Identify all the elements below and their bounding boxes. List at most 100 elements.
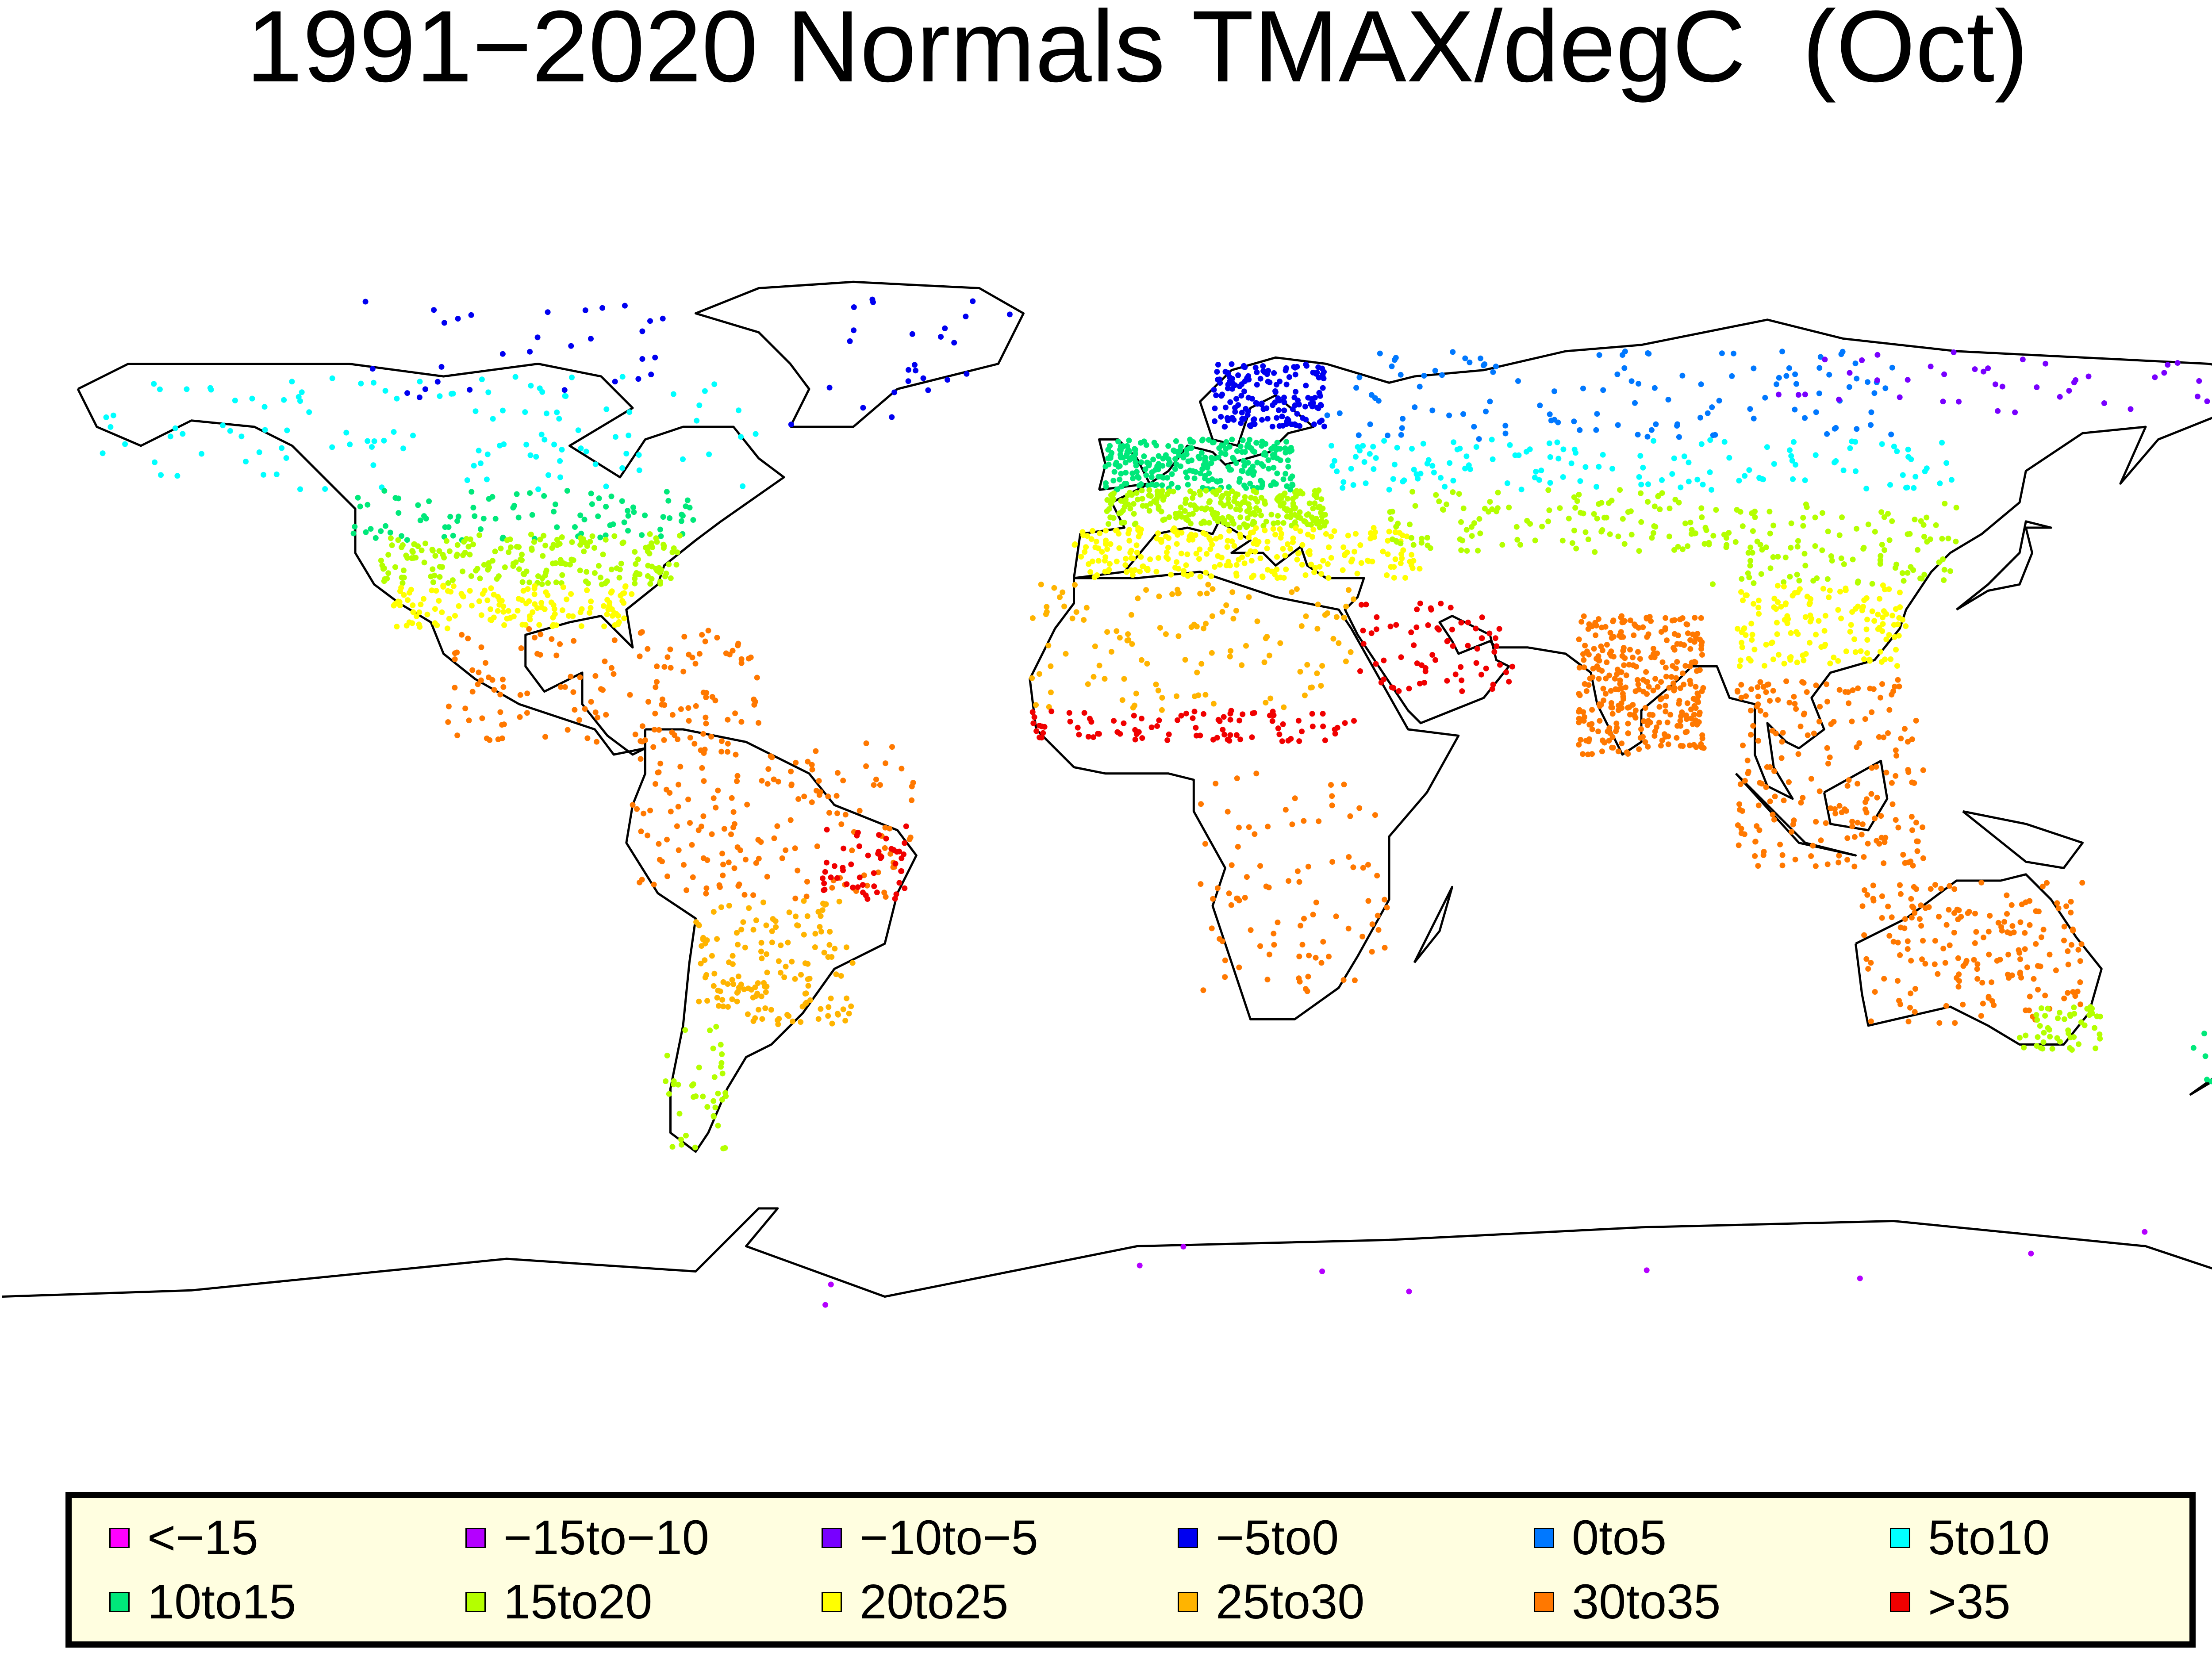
station-point [1933,522,1939,528]
station-point [1691,703,1697,709]
station-point [1763,689,1769,695]
station-point [261,404,268,410]
station-point [594,739,600,745]
station-point [532,634,538,640]
station-point [1315,405,1321,411]
station-point [720,862,726,867]
station-point [1450,489,1456,495]
station-point [738,660,745,666]
station-point [1178,463,1183,469]
station-point [753,431,759,437]
station-point [1734,507,1740,513]
station-point [798,972,804,978]
station-point [664,873,670,879]
station-point [1197,546,1203,552]
station-point [365,438,371,444]
station-point [1826,372,1832,378]
station-point [1782,554,1789,560]
station-point [559,572,565,578]
station-point [1226,484,1232,490]
station-point [1123,569,1129,575]
station-point [2071,1004,2077,1010]
station-point [1595,728,1601,735]
station-point [1885,730,1891,736]
station-point [710,909,717,915]
station-point [1721,439,1728,445]
station-point [1305,395,1311,401]
station-point [497,709,503,715]
station-point [1821,628,1828,634]
station-point [680,668,687,675]
station-point [1801,680,1807,686]
station-point [1770,812,1776,818]
station-point [2020,356,2026,363]
station-point [840,867,846,874]
station-point [1257,376,1263,382]
station-point [1381,438,1387,444]
station-point [1006,311,1013,318]
station-point [488,606,494,612]
station-point [385,552,392,558]
station-point [355,494,361,501]
station-point [1893,817,1899,823]
station-point [2165,362,2171,368]
station-point [297,486,303,492]
station-point [1697,667,1703,673]
station-point [1247,480,1253,487]
station-point [1589,707,1595,713]
station-point [774,823,780,829]
station-point [1318,496,1325,502]
station-point [1692,615,1698,621]
legend-swatch [109,1528,130,1548]
station-point [729,795,735,801]
station-point [1580,751,1586,757]
legend-label: 0to5 [1572,1510,1667,1565]
station-point [668,809,674,815]
station-point [1133,447,1139,453]
station-point [1855,685,1861,691]
station-point [1738,694,1744,701]
station-point [713,1024,719,1030]
station-point [2049,1046,2055,1052]
station-point [1143,587,1149,593]
station-point [108,424,114,430]
station-point [1751,580,1757,586]
station-point [527,452,534,458]
station-point [537,537,543,543]
station-point [1908,958,1914,964]
station-point [588,491,594,497]
station-point [1644,679,1650,685]
station-point [1385,433,1390,438]
station-point [1628,532,1635,538]
station-point [1663,694,1670,700]
station-point [1779,852,1786,858]
station-point [461,594,466,600]
station-point [1261,659,1267,665]
station-point [1408,629,1414,636]
station-point [1750,723,1756,729]
station-point [723,1093,729,1099]
station-point [1302,692,1308,698]
station-point [1367,451,1373,457]
station-point [1947,883,1953,889]
station-point [654,663,660,669]
station-point [818,1006,824,1012]
station-point [1908,896,1914,902]
coastline-1 [695,280,1025,428]
station-point [1400,416,1406,422]
station-point [588,699,594,705]
station-point [735,642,741,648]
station-point [1479,614,1485,621]
station-point [1266,884,1272,890]
station-point [1225,495,1232,502]
station-point [776,958,782,964]
station-point [690,874,696,880]
station-point [478,526,484,532]
station-point [742,944,748,951]
station-point [818,928,824,935]
station-point [1129,641,1135,647]
station-point [1576,691,1582,697]
station-point [1313,489,1320,495]
station-point [1329,463,1336,469]
station-point [1589,623,1595,629]
